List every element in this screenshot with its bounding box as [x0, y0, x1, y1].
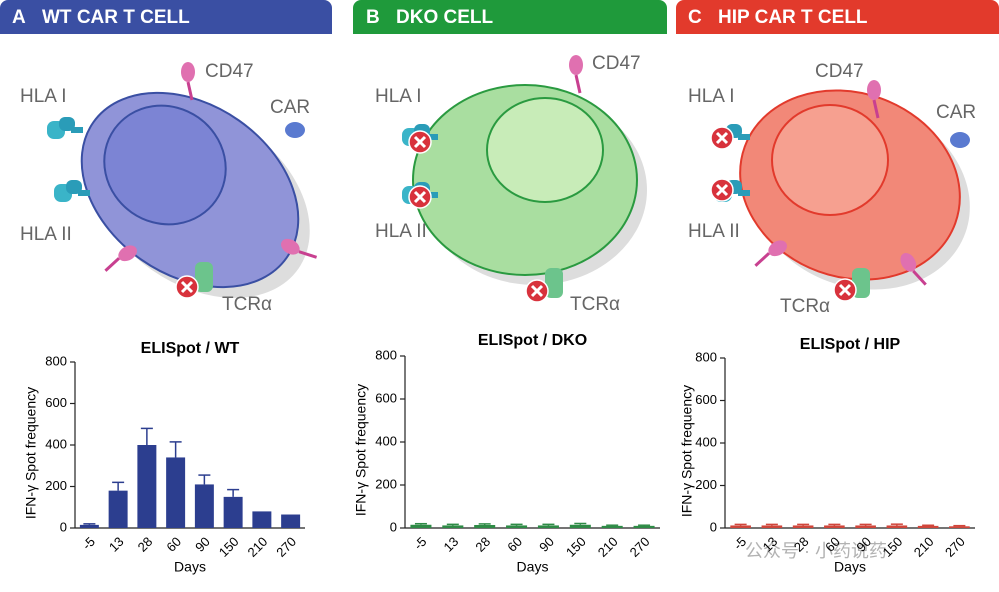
diagram-label: TCRα — [780, 296, 830, 317]
bar — [792, 525, 814, 528]
bar — [223, 496, 243, 528]
y-tick-label: 0 — [710, 519, 717, 534]
y-tick-label: 600 — [375, 390, 397, 405]
diagram-label: HLA II — [375, 221, 427, 242]
bar — [252, 511, 272, 528]
bar — [474, 524, 496, 528]
panel-letter: C — [688, 7, 702, 28]
y-tick-label: 0 — [60, 519, 67, 534]
diagram-label: CD47 — [592, 53, 641, 74]
bar — [537, 525, 559, 528]
y-axis-label: IFN-γ Spot frequency — [679, 385, 695, 517]
diagram-label: CD47 — [815, 61, 864, 82]
bar — [108, 490, 128, 528]
x-tick-label: 60 — [504, 534, 525, 555]
bar — [886, 525, 908, 528]
header-c: C HIP CAR T CELL — [676, 0, 999, 34]
bar — [761, 525, 783, 528]
diagram-label: TCRα — [222, 294, 272, 315]
chart-title: ELISpot / DKO — [478, 332, 587, 349]
x-axis-label: Days — [834, 559, 866, 575]
x-tick-label: 270 — [942, 534, 968, 560]
bar — [442, 525, 464, 528]
panel-title: HIP CAR T CELL — [718, 7, 868, 28]
y-tick-label: 200 — [375, 476, 397, 491]
y-tick-label: 400 — [375, 433, 397, 448]
diagram-label: HLA II — [688, 221, 740, 242]
x-tick-label: 210 — [244, 534, 270, 560]
y-tick-label: 800 — [695, 349, 717, 364]
x-tick-label: 210 — [911, 534, 937, 560]
panel-letter: B — [366, 7, 380, 28]
y-tick-label: 400 — [695, 434, 717, 449]
bar — [824, 525, 845, 528]
bar — [506, 525, 528, 528]
y-tick-label: 400 — [45, 436, 67, 451]
bar — [137, 445, 157, 528]
x-tick-label: 28 — [472, 534, 493, 555]
y-tick-label: 600 — [45, 395, 67, 410]
x-tick-label: 270 — [273, 534, 299, 560]
bar — [79, 524, 99, 528]
y-tick-label: 800 — [375, 347, 397, 362]
x-tick-label: 28 — [135, 534, 156, 555]
y-axis-label: IFN-γ Spot frequency — [353, 384, 369, 516]
diagram-label: HLA I — [688, 86, 734, 107]
bar — [917, 525, 939, 528]
x-tick-label: 90 — [536, 534, 557, 555]
x-axis-label: Days — [517, 559, 549, 575]
diagram-label: HLA II — [20, 224, 72, 245]
diagram-label: CD47 — [205, 61, 254, 82]
panel-title: WT CAR T CELL — [42, 7, 190, 28]
header-a: A WT CAR T CELL — [0, 0, 332, 34]
bar — [410, 524, 432, 528]
x-tick-label: 60 — [163, 534, 184, 555]
x-axis-label: Days — [174, 559, 206, 575]
x-tick-label: 150 — [216, 534, 242, 560]
cell-c: CD47 HLA I CAR HLA II TCRα — [688, 61, 976, 317]
y-tick-label: 200 — [695, 477, 717, 492]
header-b: B DKO CELL — [353, 0, 667, 34]
diagram-label: CAR — [270, 97, 310, 118]
diagram-label: HLA I — [375, 86, 421, 107]
x-tick-label: 13 — [441, 534, 462, 555]
bar — [601, 525, 623, 528]
watermark: 公众号 · 小药说药 — [745, 541, 887, 561]
bar — [166, 457, 186, 528]
bar — [949, 526, 970, 528]
diagram-label: CAR — [936, 102, 976, 123]
cell-a: CD47 HLA I CAR HLA II TCRα — [20, 61, 320, 315]
bar — [194, 484, 214, 528]
x-tick-label: 270 — [627, 534, 653, 560]
diagram-label: TCRα — [570, 294, 620, 315]
x-tick-label: -5 — [411, 534, 430, 553]
chart-title: ELISpot / WT — [141, 340, 240, 357]
x-tick-label: 13 — [106, 534, 127, 555]
y-tick-label: 800 — [45, 353, 67, 368]
bar — [730, 525, 751, 528]
y-tick-label: 600 — [695, 392, 717, 407]
panel-letter: A — [12, 7, 26, 28]
x-tick-label: 210 — [595, 534, 621, 560]
y-tick-label: 0 — [390, 519, 397, 534]
panel-title: DKO CELL — [396, 7, 494, 28]
y-axis-label: IFN-γ Spot frequency — [23, 387, 39, 519]
bar — [569, 524, 591, 528]
x-tick-label: 150 — [563, 534, 589, 560]
bar — [633, 525, 655, 528]
x-tick-label: -5 — [79, 534, 98, 553]
x-tick-label: 90 — [192, 534, 213, 555]
bar — [281, 514, 301, 528]
cell-b: HLA I CD47 HLA II TCRα — [375, 53, 647, 315]
bar — [855, 525, 876, 528]
y-tick-label: 200 — [45, 478, 67, 493]
diagram-label: HLA I — [20, 86, 66, 107]
chart-title: ELISpot / HIP — [800, 336, 901, 353]
